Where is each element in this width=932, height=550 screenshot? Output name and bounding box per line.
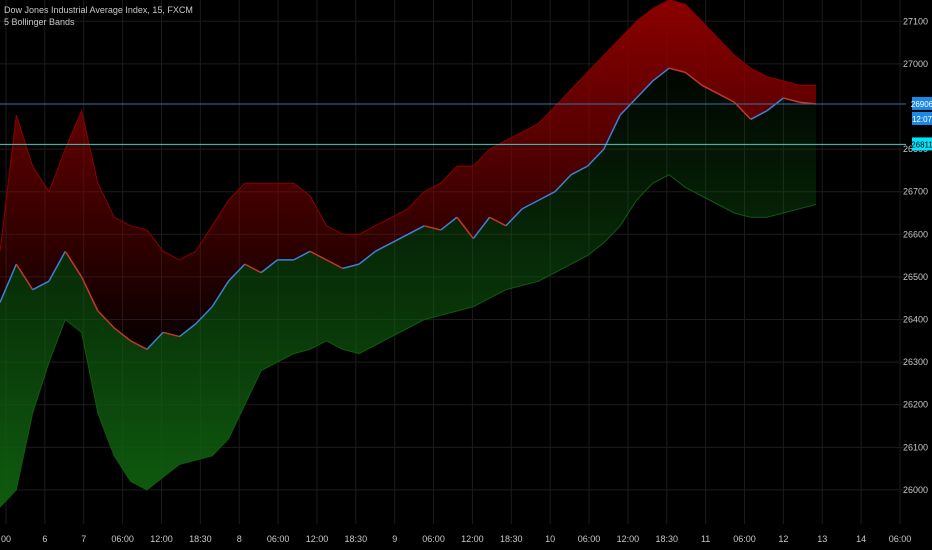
price-segment: [407, 225, 425, 235]
price-segment: [538, 191, 556, 201]
price-segment: [113, 327, 132, 342]
countdown-text: 12:07: [912, 115, 932, 124]
price-segment: [227, 263, 246, 282]
x-tick-label: 12:00: [306, 534, 329, 544]
x-tick-label: 10: [545, 534, 555, 544]
price-segment: [293, 250, 311, 261]
price-segment: [179, 323, 197, 338]
y-tick-label: 26600: [903, 229, 928, 239]
price-segment: [15, 263, 34, 291]
y-tick-label: 26100: [903, 442, 928, 452]
x-tick-label: 9: [392, 534, 397, 544]
y-tick-label: 26300: [903, 357, 928, 367]
y-tick-label: 26000: [903, 485, 928, 495]
price-segment: [32, 280, 50, 291]
y-tick-label: 26200: [903, 400, 928, 410]
x-tick-label: 7: [81, 534, 86, 544]
x-tick-label: 6: [42, 534, 47, 544]
x-tick-label: 18:30: [500, 534, 523, 544]
upper-band-area: [0, 0, 816, 350]
price-segment: [211, 280, 230, 308]
price-segment: [391, 233, 409, 244]
current-price-text: 26906: [911, 100, 932, 109]
symbol-title[interactable]: Dow Jones Industrial Average Index, 15, …: [4, 5, 193, 15]
price-segment: [619, 97, 638, 116]
x-tick-label: 06:00: [111, 534, 134, 544]
price-segment: [342, 263, 360, 270]
price-segment: [668, 67, 686, 74]
x-tick-label: 12:00: [461, 534, 484, 544]
level-text: 26811: [911, 140, 932, 149]
y-tick-label: 27100: [903, 16, 928, 26]
price-segment: [652, 67, 670, 82]
x-tick-label: 8: [237, 534, 242, 544]
x-tick-label: 06:00: [422, 534, 445, 544]
upper-band-line: [0, 0, 816, 261]
level-badge: [912, 137, 932, 151]
y-tick-label: 27000: [903, 59, 928, 69]
price-segment: [521, 199, 539, 210]
countdown-badge: [912, 111, 932, 125]
x-tick-label: 06:00: [267, 534, 290, 544]
x-tick-label: 12:00: [617, 534, 640, 544]
price-segment: [489, 216, 507, 227]
x-tick-label: 18:30: [656, 534, 679, 544]
lower-band-line: [0, 174, 817, 508]
price-segment: [424, 225, 441, 231]
price-segment: [440, 216, 458, 231]
current-price-badge: [912, 96, 932, 110]
price-segment: [603, 114, 621, 150]
x-tick-label: 12: [778, 534, 788, 544]
lower-band-area: [0, 68, 816, 507]
price-segment: [309, 250, 327, 261]
price-segment: [750, 110, 768, 120]
price-segment: [701, 84, 719, 95]
x-tick-label: 06:00: [733, 534, 756, 544]
price-segment: [97, 310, 115, 329]
price-segment: [195, 306, 213, 325]
price-segment: [456, 216, 474, 240]
price-segment: [0, 263, 18, 303]
x-tick-label: 18:30: [189, 534, 212, 544]
x-tick-label: 00: [1, 534, 11, 544]
price-segment: [48, 250, 66, 282]
price-segment: [783, 97, 800, 103]
price-segment: [260, 259, 278, 274]
price-segment: [570, 165, 588, 176]
price-segment: [244, 263, 262, 274]
price-segment: [717, 93, 735, 103]
y-tick-label: 26500: [903, 272, 928, 282]
price-segment: [733, 101, 752, 120]
price-segment: [472, 216, 491, 240]
price-segment: [684, 71, 703, 86]
x-tick-label: 12:00: [150, 534, 173, 544]
price-segment: [635, 80, 654, 99]
price-segment: [80, 276, 99, 312]
price-segment: [130, 340, 148, 350]
price-segment: [586, 148, 605, 167]
x-tick-label: 18:30: [345, 534, 368, 544]
chart-legend: Dow Jones Industrial Average Index, 15, …: [4, 4, 193, 28]
price-segment: [358, 250, 376, 265]
x-tick-label: 11: [701, 534, 710, 544]
price-segment: [375, 242, 393, 253]
price-segment: [146, 331, 164, 350]
x-tick-label: 06:00: [578, 534, 601, 544]
y-tick-label: 26700: [903, 187, 928, 197]
price-segment: [505, 208, 523, 227]
y-tick-label: 26400: [903, 315, 928, 325]
x-tick-label: 14: [856, 534, 866, 544]
price-segment: [64, 250, 83, 278]
x-tick-label: 13: [817, 534, 827, 544]
price-segment: [163, 331, 180, 338]
x-tick-label: 06:00: [889, 534, 912, 544]
price-segment: [326, 259, 344, 270]
price-segment: [554, 174, 572, 193]
indicator-title[interactable]: 5 Bollinger Bands: [4, 17, 75, 27]
